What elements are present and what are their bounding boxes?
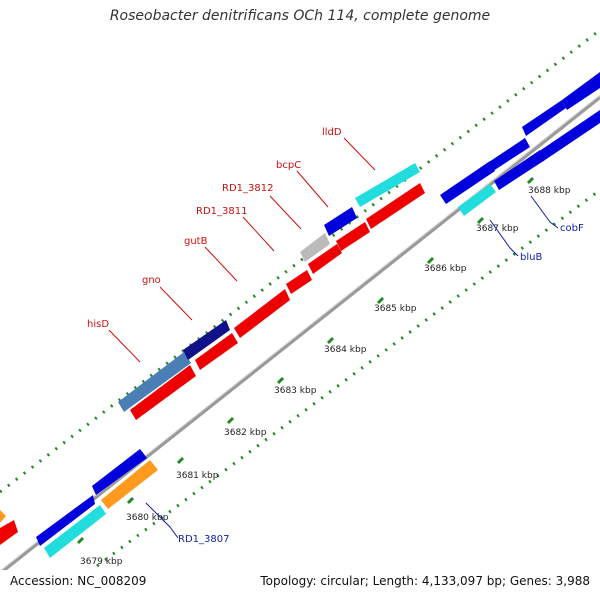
leader-bluB <box>489 219 519 257</box>
tick-label: 3688 kbp <box>528 186 571 196</box>
gene-label-gno: gno <box>142 275 161 286</box>
cds-reverse-edge <box>0 520 18 545</box>
reverse-strand-features <box>0 183 425 545</box>
lower-dotted-track <box>89 188 600 570</box>
leader-hisD <box>108 329 141 363</box>
cds-reverse <box>336 222 370 251</box>
cds-reverse <box>286 270 312 294</box>
tick-label: 3684 kbp <box>324 345 367 355</box>
ruler-ticks <box>76 176 535 545</box>
tick-label: 3686 kbp <box>424 264 467 274</box>
cds-reverse <box>234 289 290 338</box>
cds-forward <box>486 138 530 173</box>
gene-label-bluB: bluB <box>520 252 542 263</box>
cds-reverse <box>308 244 342 274</box>
tick-label: 3683 kbp <box>274 386 317 396</box>
steelblue-feature <box>118 352 191 412</box>
cds-forward <box>440 161 495 204</box>
leader-gno <box>159 286 193 321</box>
cds-reverse <box>366 183 425 229</box>
tick-3683 <box>276 376 285 385</box>
rna-feature <box>44 505 106 558</box>
blue-feature <box>324 207 357 236</box>
gene-label-RD1_3811: RD1_3811 <box>196 206 247 217</box>
tick-label: 3680 kbp <box>126 513 169 523</box>
gene-label-cobF: cobF <box>560 223 584 234</box>
gene-labels: hisD gno gutB RD1_3811 RD1_3812 bcpC lld… <box>87 127 584 545</box>
tick-3682 <box>226 416 235 425</box>
tick-3679 <box>76 536 85 545</box>
rna-features <box>44 163 496 558</box>
cds-reverse <box>130 365 196 420</box>
label-leaders <box>108 137 559 539</box>
navy-feature <box>183 320 230 360</box>
tick-3688 <box>526 176 535 185</box>
leader-RD1_3812 <box>269 195 302 230</box>
leader-RD1_3811 <box>242 216 275 252</box>
gene-label-gutB: gutB <box>184 236 208 247</box>
cds-reverse <box>195 333 238 370</box>
cds-forward <box>494 150 545 190</box>
gene-label-bcpC: bcpC <box>276 160 301 171</box>
tick-3687 <box>476 216 485 225</box>
gene-label-lldD: lldD <box>322 127 342 138</box>
tick-3685 <box>376 296 385 305</box>
tick-label: 3679 kbp <box>80 557 123 567</box>
genome-info-text: Topology: circular; Length: 4,133,097 bp… <box>260 574 590 588</box>
map-title: Roseobacter denitrificans OCh 114, compl… <box>109 8 491 24</box>
cds-forward <box>522 100 566 136</box>
rna-feature <box>355 163 420 207</box>
tick-label: 3687 kbp <box>476 224 519 234</box>
orange-feature-edge <box>0 510 6 523</box>
tick-label: 3682 kbp <box>224 428 267 438</box>
tick-3686 <box>426 256 435 265</box>
cds-forward <box>538 110 600 162</box>
tick-label: 3685 kbp <box>374 304 417 314</box>
forward-strand-features <box>36 72 600 546</box>
cds-forward <box>92 449 147 495</box>
gray-feature <box>300 233 330 262</box>
tick-3681 <box>176 456 185 465</box>
leader-lldD <box>343 137 376 171</box>
orange-feature <box>101 460 158 509</box>
tick-3680 <box>126 496 135 505</box>
leader-gutB <box>204 246 238 282</box>
gene-label-RD1_3812: RD1_3812 <box>222 183 273 194</box>
leader-cobF <box>530 195 559 229</box>
leader-bcpC <box>296 170 329 208</box>
accession-text: Accession: NC_008209 <box>10 574 147 588</box>
leader-RD1_3807 <box>145 502 179 539</box>
tick-3684 <box>326 336 335 345</box>
orange-features <box>0 460 158 523</box>
ruler-labels: 3679 kbp 3680 kbp 3681 kbp 3682 kbp 3683… <box>80 186 571 567</box>
gene-label-RD1_3807: RD1_3807 <box>178 534 229 545</box>
gene-label-hisD: hisD <box>87 319 109 330</box>
rna-feature <box>458 184 496 216</box>
tick-label: 3681 kbp <box>176 471 219 481</box>
upper-dotted-track <box>0 28 600 494</box>
other-features <box>118 207 357 412</box>
genome-backbone <box>0 95 600 570</box>
cds-forward <box>562 72 600 110</box>
cds-forward <box>36 495 95 546</box>
